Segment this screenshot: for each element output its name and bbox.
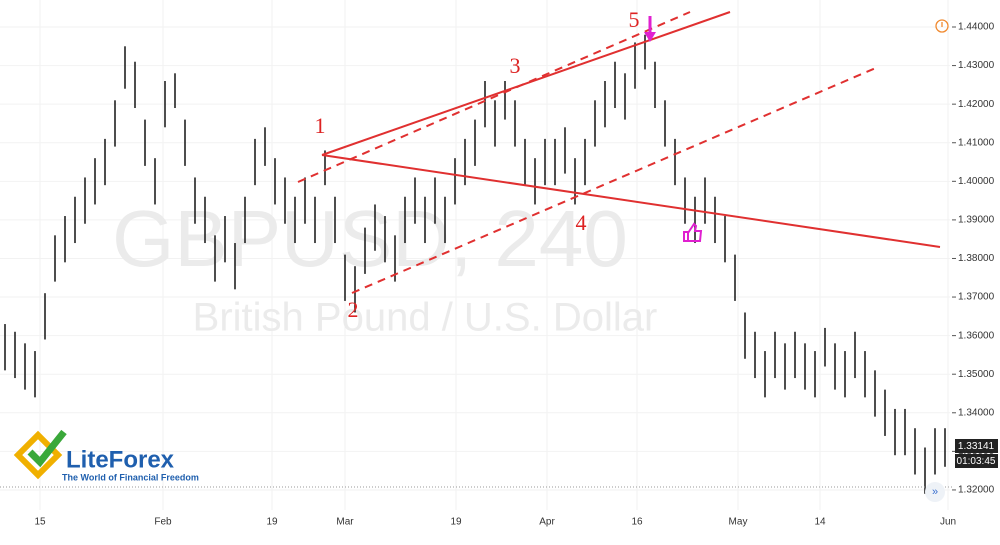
- x-tick-label: 19: [266, 517, 278, 528]
- wave-label: 1: [315, 113, 326, 138]
- watermark-description: British Pound / U.S. Dollar: [193, 296, 658, 340]
- y-tick-label: 1.41000: [958, 137, 995, 148]
- scroll-button-icon: »: [932, 486, 938, 498]
- x-tick-label: Apr: [539, 517, 555, 528]
- scroll-button[interactable]: [925, 482, 945, 502]
- last-price-box: [955, 439, 998, 453]
- x-tick-label: Feb: [154, 517, 172, 528]
- countdown: 01:03:45: [957, 456, 996, 467]
- trend-lines: [297, 11, 941, 294]
- watermark-symbol: GBPUSD, 240: [112, 194, 628, 283]
- alert-icon[interactable]: [935, 19, 949, 33]
- y-tick-label: 1.37000: [958, 292, 995, 303]
- y-tick-label: 1.43000: [958, 60, 995, 71]
- logo-name: LiteForex: [66, 446, 175, 473]
- x-tick-label: 15: [34, 517, 46, 528]
- logo-tagline: The World of Financial Freedom: [62, 472, 199, 482]
- wave-label: 3: [510, 53, 521, 78]
- countdown-box: [955, 454, 998, 468]
- y-tick-label: 1.38000: [958, 253, 995, 264]
- x-tick-label: Mar: [336, 517, 354, 528]
- y-tick-label: 1.32000: [958, 485, 995, 496]
- price-bars: [4, 34, 946, 494]
- x-tick-label: 14: [814, 517, 826, 528]
- y-tick-label: 1.42000: [958, 99, 995, 110]
- dashed-channel-line: [297, 11, 691, 183]
- dashed-channel-line: [351, 66, 879, 294]
- price-scale: [952, 0, 1000, 510]
- y-tick-label: 1.36000: [958, 330, 995, 341]
- last-price: 1.33141: [958, 441, 995, 452]
- upper-trend-line: [321, 11, 731, 156]
- x-tick-label: May: [729, 517, 748, 528]
- x-axis: 15 Feb 19 Mar 19 Apr 16 May 14 Jun: [34, 517, 956, 528]
- y-tick-label: 1.35000: [958, 369, 995, 380]
- lower-trend-line: [321, 154, 941, 248]
- y-tick-label: 1.44000: [958, 22, 995, 33]
- y-tick-label: 1.40000: [958, 176, 995, 187]
- thumbs-up-icon: [683, 222, 703, 242]
- y-tick-label: 1.34000: [958, 407, 995, 418]
- x-tick-label: 16: [631, 517, 643, 528]
- x-tick-label: 19: [450, 517, 462, 528]
- arrow-marker: [644, 16, 656, 42]
- y-tick-label: 1.39000: [958, 215, 995, 226]
- wave-label: 2: [348, 297, 359, 322]
- logo: LiteForex The World of Financial Freedom: [13, 429, 199, 482]
- wave-label: 4: [576, 210, 587, 235]
- wave-label: 5: [629, 7, 640, 32]
- x-tick-label: Jun: [940, 517, 956, 528]
